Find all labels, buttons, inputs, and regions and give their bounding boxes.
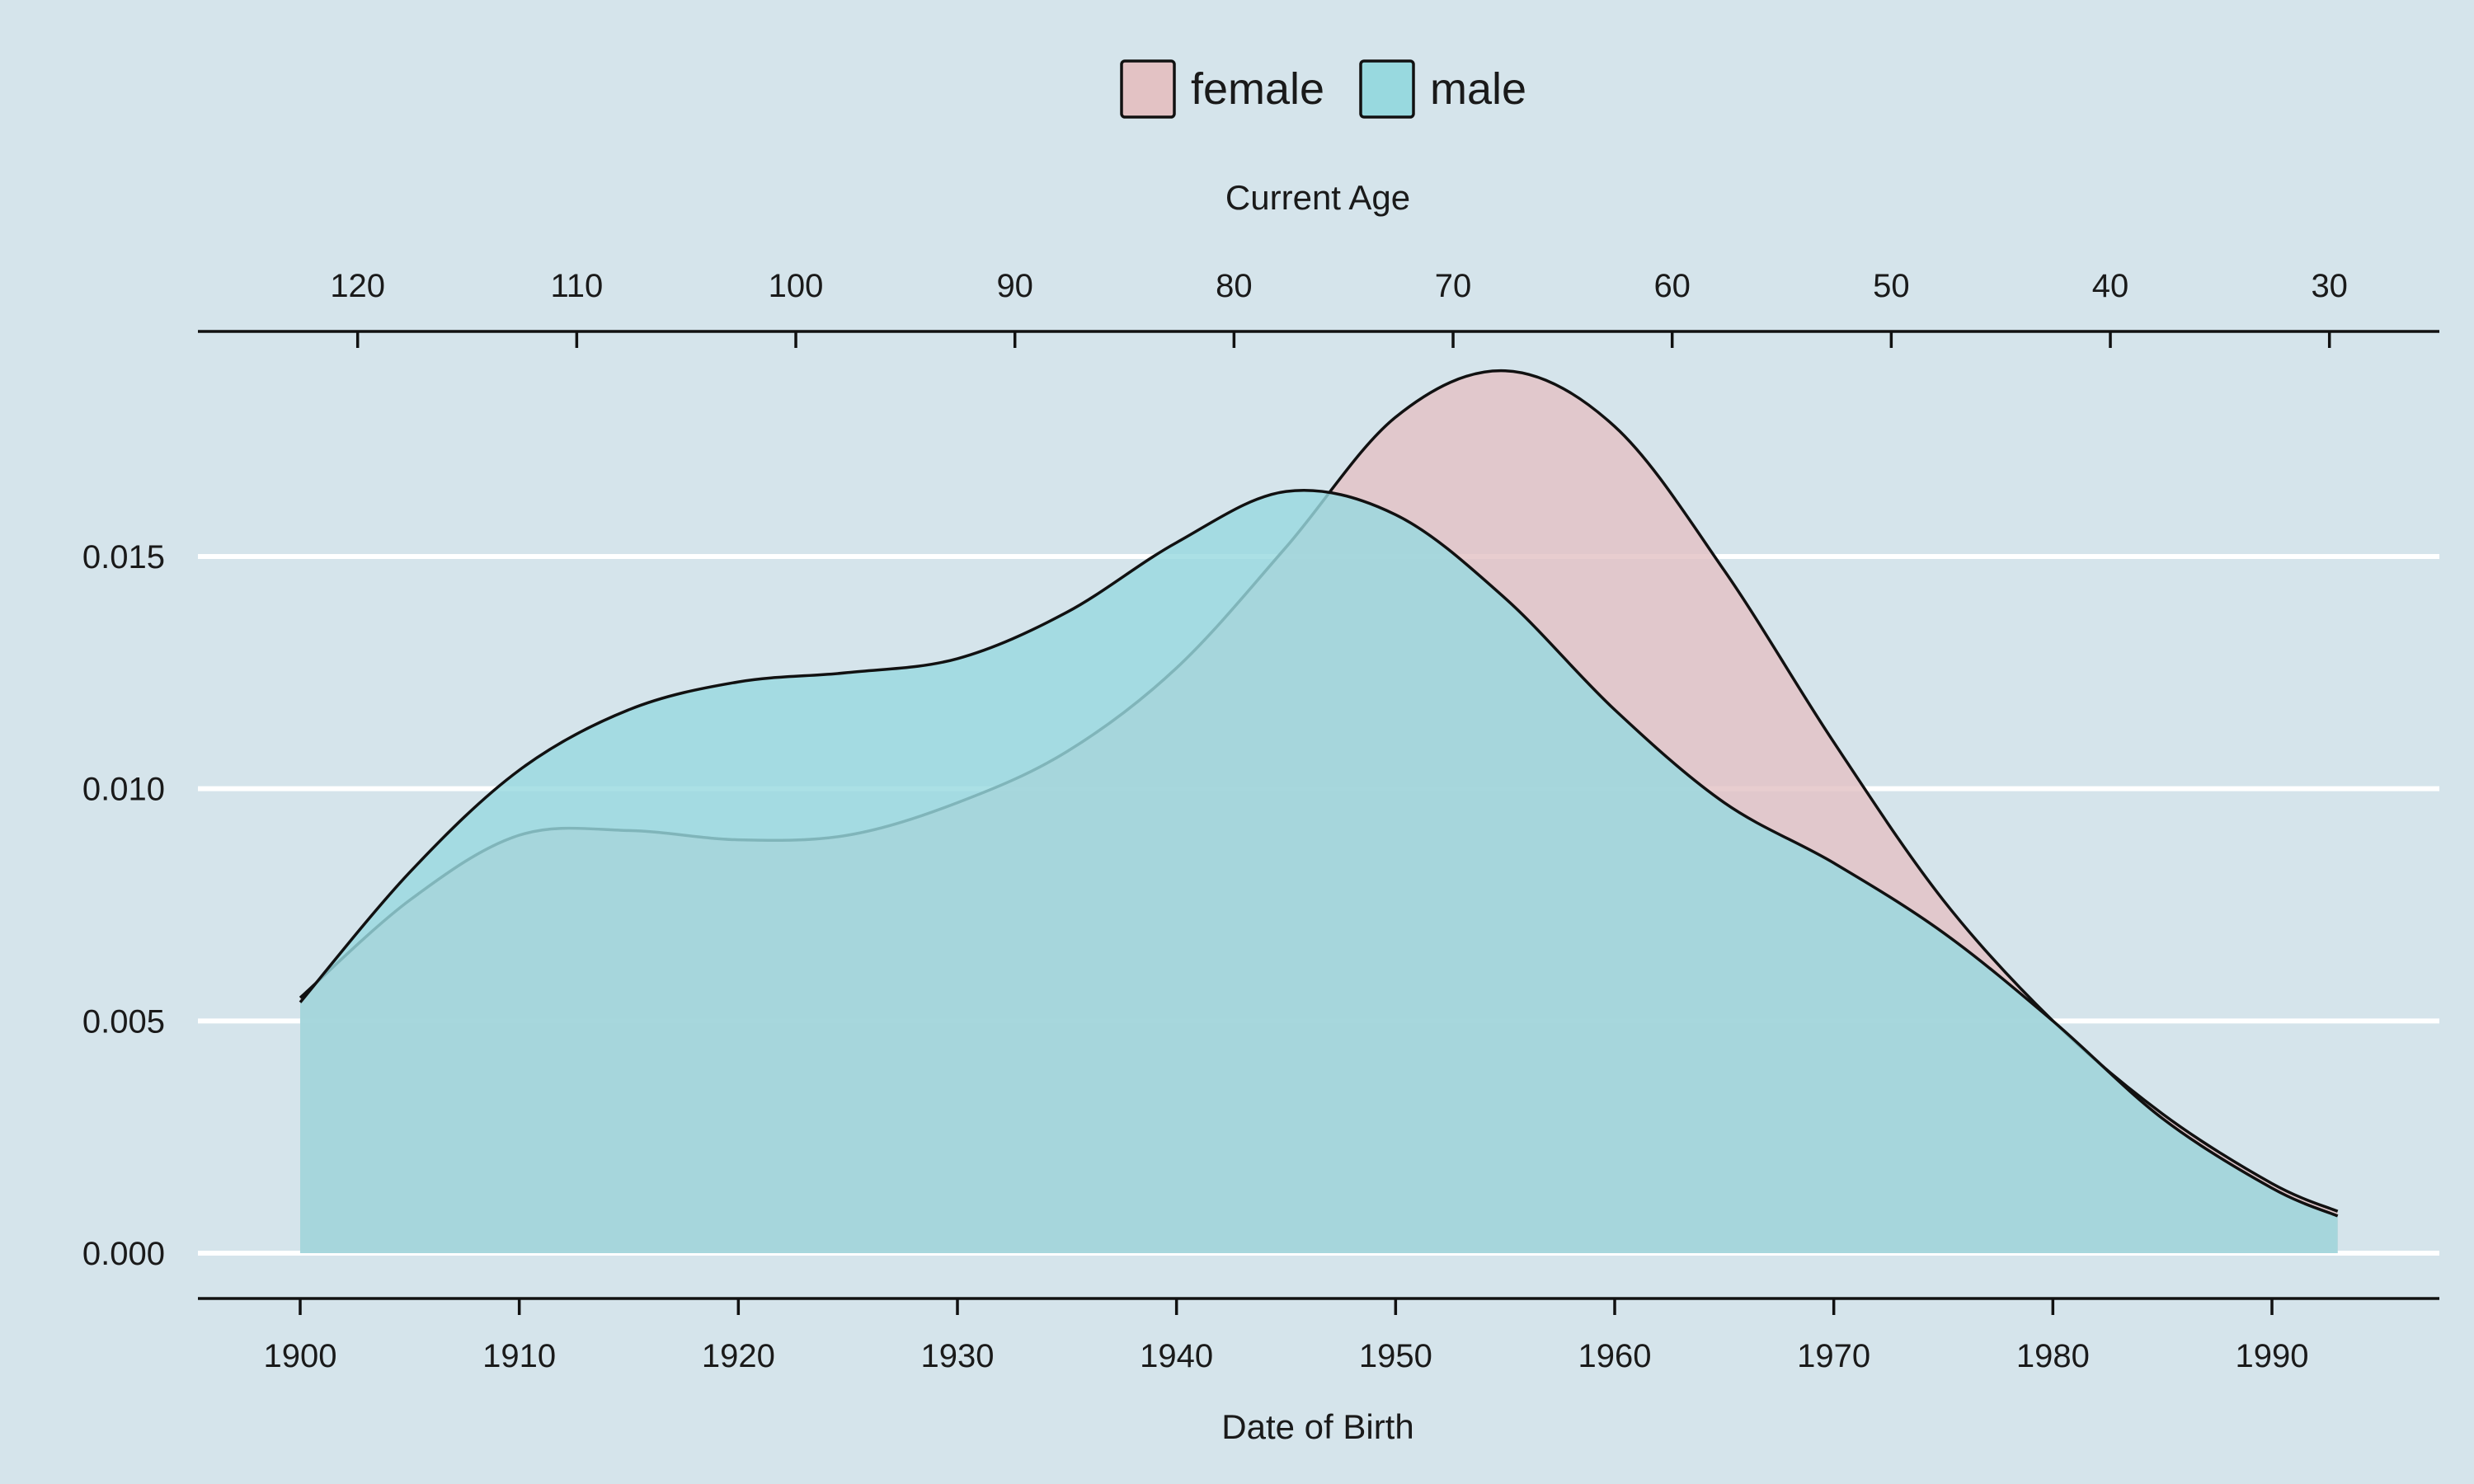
top-axis-title: Current Age <box>1225 178 1410 217</box>
legend-label-male: male <box>1430 64 1526 114</box>
legend-swatch-female <box>1120 59 1176 119</box>
top-tick-label: 30 <box>2311 268 2348 304</box>
y-tick-label: 0.015 <box>82 539 165 575</box>
bottom-tick-label: 1930 <box>921 1338 995 1374</box>
top-tick-label: 110 <box>550 268 603 304</box>
top-tick-label: 50 <box>1873 268 1910 304</box>
top-tick-label: 40 <box>2092 268 2129 304</box>
top-tick-label: 90 <box>996 268 1033 304</box>
bottom-axis-title: Date of Birth <box>1221 1407 1413 1446</box>
bottom-tick-label: 1940 <box>1140 1338 1213 1374</box>
axes: 1900 1910 1920 1930 1940 1950 1960 1970 1980 1990… <box>82 268 2439 1374</box>
y-tick-label: 0.010 <box>82 772 165 808</box>
bottom-tick-label: 1990 <box>2236 1338 2309 1374</box>
bottom-tick-label: 1970 <box>1797 1338 1870 1374</box>
top-tick-label: 80 <box>1216 268 1253 304</box>
bottom-tick-label: 1960 <box>1578 1338 1652 1374</box>
top-tick-label: 60 <box>1653 268 1691 304</box>
top-tick-label: 120 <box>330 268 385 304</box>
legend: female male <box>1120 59 1526 119</box>
y-tick-label: 0.005 <box>82 1003 165 1040</box>
bottom-tick-label: 1980 <box>2016 1338 2090 1374</box>
bottom-tick-label: 1910 <box>482 1338 556 1374</box>
legend-label-female: female <box>1191 64 1324 114</box>
density-line-male <box>299 488 2339 1218</box>
legend-swatch-male <box>1359 59 1415 119</box>
bottom-tick-label: 1920 <box>702 1338 775 1374</box>
bottom-tick-label: 1900 <box>264 1338 337 1374</box>
density-areas <box>299 369 2339 1253</box>
top-tick-label: 100 <box>769 268 824 304</box>
y-tick-label: 0.000 <box>82 1236 165 1272</box>
top-tick-label: 70 <box>1435 268 1472 304</box>
bottom-tick-label: 1950 <box>1359 1338 1432 1374</box>
density-area-male <box>300 490 2338 1253</box>
